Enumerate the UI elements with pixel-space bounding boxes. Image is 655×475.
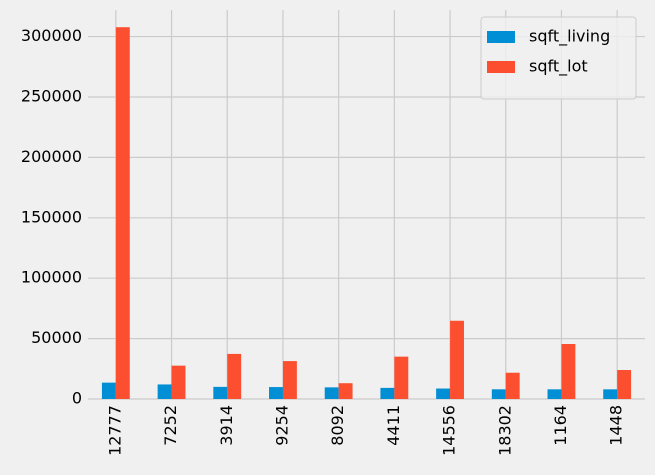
y-tick-label: 50000 [31, 328, 82, 347]
x-tick-label: 1448 [607, 405, 626, 446]
y-tick-label: 100000 [21, 268, 82, 287]
bar [115, 27, 130, 399]
bar [450, 320, 464, 399]
bar [603, 389, 618, 399]
bar [338, 383, 353, 399]
legend-label: sqft_lot [529, 57, 588, 77]
bar [157, 384, 172, 399]
x-tick-label: 14556 [440, 405, 459, 456]
bar [394, 356, 409, 399]
legend-label: sqft_living [529, 27, 610, 47]
bar [213, 386, 228, 399]
x-tick-label: 9254 [272, 405, 291, 446]
x-tick-label: 1164 [551, 405, 570, 446]
x-tick-label: 8092 [328, 405, 347, 446]
x-tick-label: 12777 [105, 405, 124, 456]
bar [101, 382, 116, 399]
bar [617, 370, 632, 399]
x-tick-label: 4411 [384, 405, 403, 446]
bar [491, 389, 506, 399]
bar [227, 353, 242, 399]
bar [269, 387, 283, 399]
bar [380, 387, 395, 399]
x-tick-label: 18302 [495, 405, 514, 456]
legend-swatch [487, 31, 515, 43]
bar [171, 365, 186, 399]
legend-swatch [487, 61, 515, 73]
bar [324, 387, 339, 399]
y-tick-label: 300000 [21, 26, 82, 45]
y-tick-label: 150000 [21, 207, 82, 226]
y-tick-label: 200000 [21, 147, 82, 166]
bar [505, 372, 520, 399]
y-tick-label: 0 [72, 389, 82, 408]
bar [282, 361, 297, 399]
bar [436, 388, 451, 399]
y-tick-label: 250000 [21, 86, 82, 105]
x-tick-label: 7252 [161, 405, 180, 446]
bar [547, 389, 562, 399]
bar [561, 344, 576, 399]
x-tick-label: 3914 [217, 405, 236, 446]
legend-box [480, 16, 637, 100]
